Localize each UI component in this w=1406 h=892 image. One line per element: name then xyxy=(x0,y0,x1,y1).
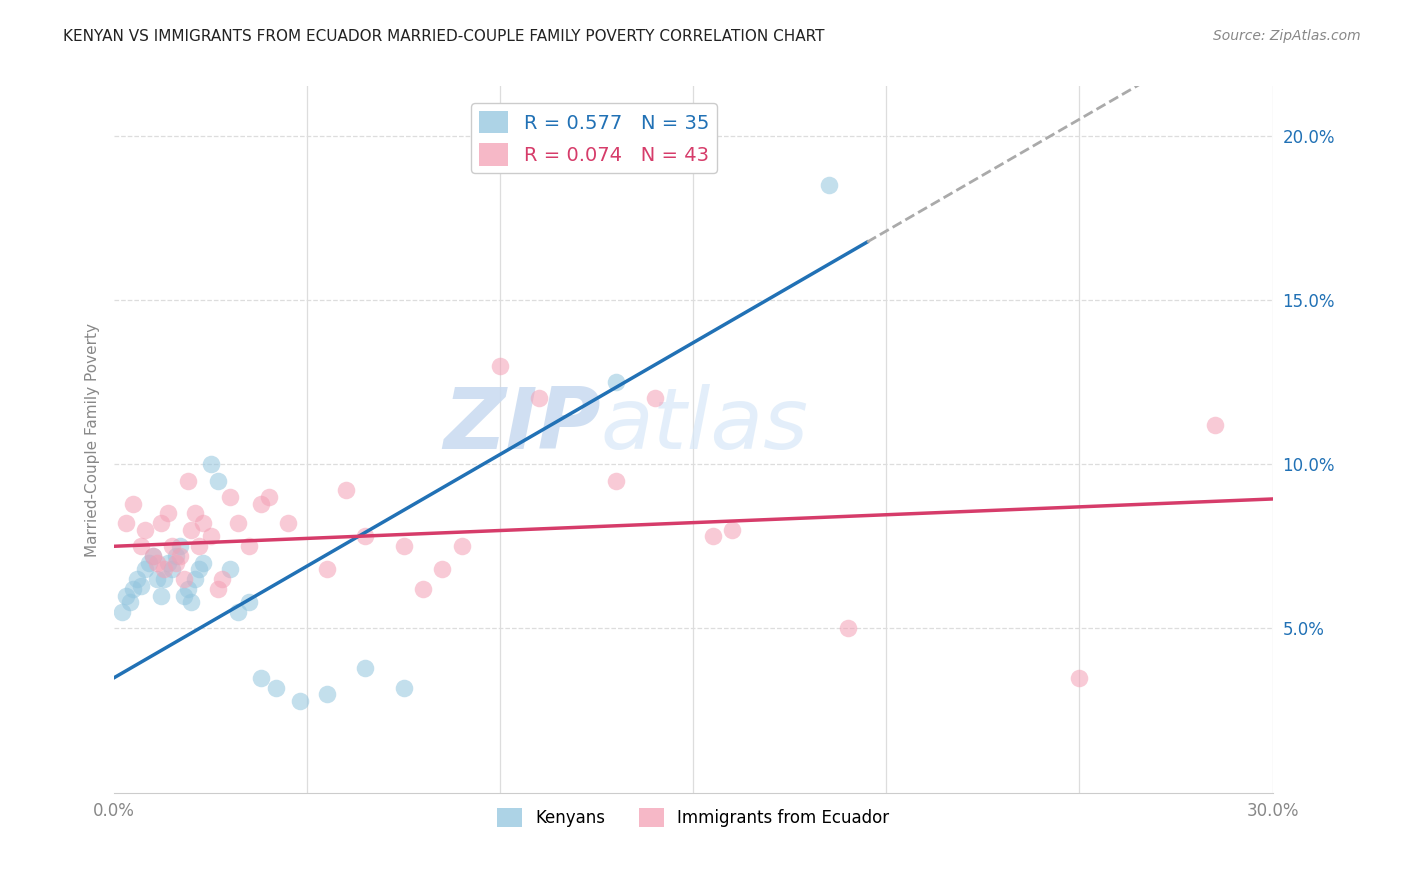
Y-axis label: Married-Couple Family Poverty: Married-Couple Family Poverty xyxy=(86,323,100,557)
Point xyxy=(129,539,152,553)
Point xyxy=(173,589,195,603)
Point xyxy=(180,523,202,537)
Point xyxy=(180,595,202,609)
Point xyxy=(145,572,167,586)
Point xyxy=(184,507,207,521)
Point xyxy=(149,516,172,531)
Point xyxy=(721,523,744,537)
Point xyxy=(111,605,134,619)
Point xyxy=(354,529,377,543)
Point xyxy=(1204,417,1226,432)
Point xyxy=(432,562,454,576)
Point xyxy=(226,605,249,619)
Text: KENYAN VS IMMIGRANTS FROM ECUADOR MARRIED-COUPLE FAMILY POVERTY CORRELATION CHAR: KENYAN VS IMMIGRANTS FROM ECUADOR MARRIE… xyxy=(63,29,825,44)
Point xyxy=(169,539,191,553)
Point xyxy=(211,572,233,586)
Text: atlas: atlas xyxy=(600,384,808,467)
Point xyxy=(392,681,415,695)
Point xyxy=(837,621,859,635)
Point xyxy=(127,572,149,586)
Point xyxy=(149,589,172,603)
Point xyxy=(257,490,280,504)
Point xyxy=(138,556,160,570)
Point xyxy=(142,549,165,563)
Point xyxy=(153,572,176,586)
Point xyxy=(277,516,299,531)
Point xyxy=(605,474,627,488)
Point xyxy=(176,474,198,488)
Point xyxy=(165,556,187,570)
Point xyxy=(191,556,214,570)
Point xyxy=(450,539,472,553)
Text: Source: ZipAtlas.com: Source: ZipAtlas.com xyxy=(1213,29,1361,43)
Point xyxy=(200,529,222,543)
Point xyxy=(250,671,273,685)
Point xyxy=(1069,671,1091,685)
Point xyxy=(160,539,183,553)
Point xyxy=(114,516,136,531)
Point xyxy=(165,549,187,563)
Point xyxy=(605,375,627,389)
Point xyxy=(266,681,288,695)
Point xyxy=(134,523,156,537)
Point xyxy=(238,539,260,553)
Point xyxy=(817,178,839,192)
Point xyxy=(644,392,666,406)
Point xyxy=(288,694,311,708)
Point xyxy=(122,497,145,511)
Point xyxy=(142,549,165,563)
Point xyxy=(157,556,180,570)
Point xyxy=(188,539,211,553)
Legend: Kenyans, Immigrants from Ecuador: Kenyans, Immigrants from Ecuador xyxy=(491,801,896,834)
Point xyxy=(412,582,434,596)
Point xyxy=(160,562,183,576)
Point xyxy=(207,582,229,596)
Point xyxy=(200,457,222,471)
Point xyxy=(173,572,195,586)
Point xyxy=(184,572,207,586)
Point xyxy=(527,392,550,406)
Point xyxy=(250,497,273,511)
Point xyxy=(118,595,141,609)
Point xyxy=(145,556,167,570)
Point xyxy=(169,549,191,563)
Point xyxy=(122,582,145,596)
Point xyxy=(176,582,198,596)
Text: ZIP: ZIP xyxy=(443,384,600,467)
Point xyxy=(315,562,337,576)
Point xyxy=(315,687,337,701)
Point xyxy=(392,539,415,553)
Point xyxy=(157,507,180,521)
Point xyxy=(226,516,249,531)
Point xyxy=(114,589,136,603)
Point xyxy=(134,562,156,576)
Point xyxy=(489,359,512,373)
Point xyxy=(354,661,377,675)
Point xyxy=(129,579,152,593)
Point xyxy=(702,529,724,543)
Point xyxy=(219,562,242,576)
Point xyxy=(188,562,211,576)
Point xyxy=(153,562,176,576)
Point xyxy=(335,483,357,498)
Point xyxy=(207,474,229,488)
Point xyxy=(238,595,260,609)
Point xyxy=(191,516,214,531)
Point xyxy=(219,490,242,504)
